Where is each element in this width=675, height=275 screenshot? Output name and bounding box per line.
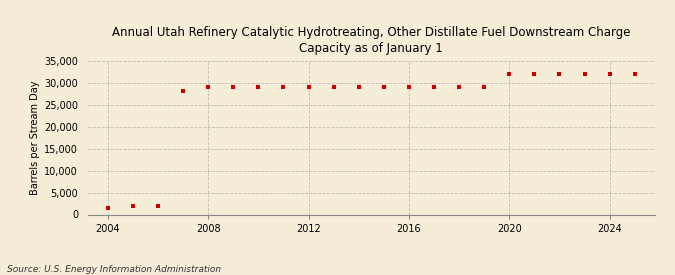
Y-axis label: Barrels per Stream Day: Barrels per Stream Day [30,80,40,195]
Point [554,72,565,76]
Point [278,85,289,89]
Point [128,204,138,208]
Point [379,85,389,89]
Point [604,72,615,76]
Point [178,89,188,94]
Point [353,85,364,89]
Point [228,85,239,89]
Point [529,72,540,76]
Title: Annual Utah Refinery Catalytic Hydrotreating, Other Distillate Fuel Downstream C: Annual Utah Refinery Catalytic Hydrotrea… [112,26,630,55]
Point [253,85,264,89]
Point [504,72,514,76]
Text: Source: U.S. Energy Information Administration: Source: U.S. Energy Information Administ… [7,265,221,274]
Point [103,206,113,210]
Point [303,85,314,89]
Point [328,85,339,89]
Point [629,72,640,76]
Point [202,85,213,89]
Point [429,85,439,89]
Point [579,72,590,76]
Point [404,85,414,89]
Point [454,85,464,89]
Point [153,204,163,208]
Point [479,85,489,89]
